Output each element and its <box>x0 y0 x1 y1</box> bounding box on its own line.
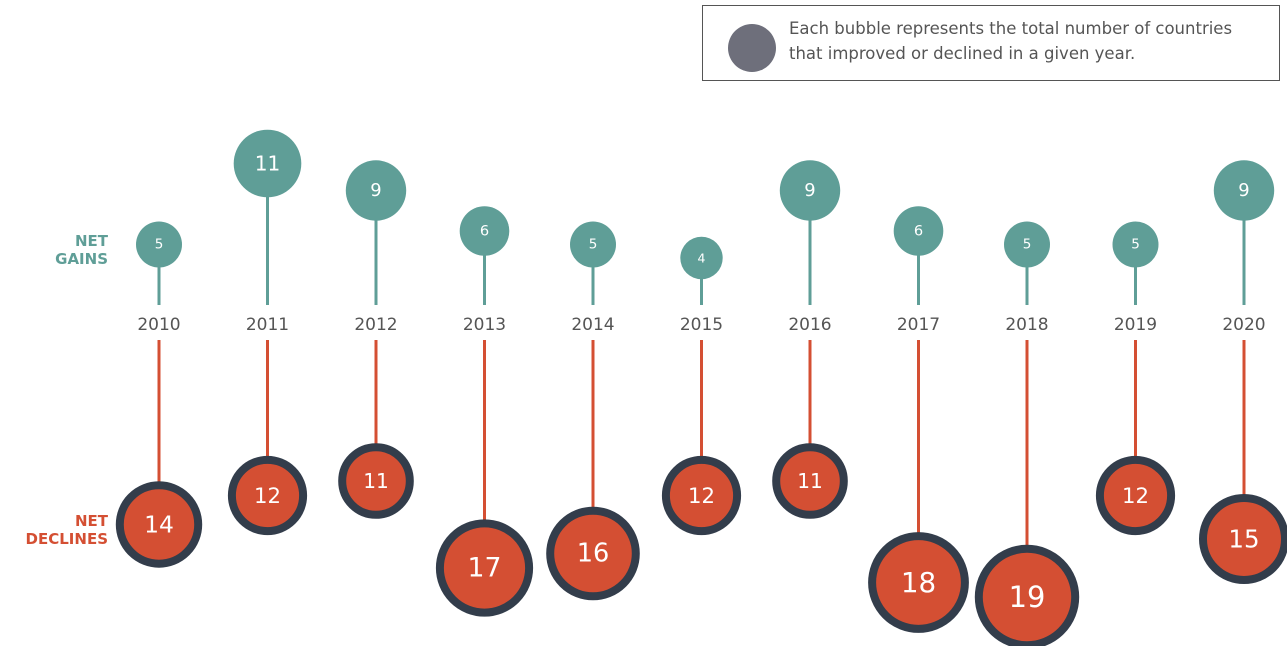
bubble <box>893 206 944 256</box>
x-tick-label: 2014 <box>571 315 614 335</box>
value-label: 14 <box>144 511 174 539</box>
value-label: 16 <box>577 539 610 569</box>
value-label: 11 <box>363 469 389 493</box>
bubble <box>227 455 308 536</box>
bubble <box>661 455 742 536</box>
bubble <box>779 160 841 221</box>
value-label: 11 <box>797 469 823 493</box>
series-label: NET DECLINES <box>25 512 108 548</box>
value-label: 9 <box>370 180 381 201</box>
bubble <box>136 221 182 268</box>
x-tick-label: 2011 <box>246 315 289 335</box>
value-label: 12 <box>254 483 281 508</box>
bubble <box>570 221 616 268</box>
bubble <box>974 544 1080 646</box>
x-tick-label: 2013 <box>463 315 506 335</box>
value-label: 15 <box>1228 525 1259 554</box>
x-tick-label: 2017 <box>897 315 940 335</box>
value-label: 4 <box>698 251 706 266</box>
value-label: 5 <box>1131 237 1140 253</box>
x-tick-label: 2010 <box>137 315 180 335</box>
value-label: 5 <box>155 237 164 253</box>
bubble <box>772 443 848 519</box>
value-label: 6 <box>480 223 489 240</box>
bubble <box>1213 160 1275 221</box>
value-label: 12 <box>1122 483 1149 508</box>
value-label: 5 <box>589 237 598 253</box>
x-tick-label: 2020 <box>1222 315 1265 335</box>
bubble <box>868 532 969 633</box>
value-label: 6 <box>914 223 923 240</box>
annotation: Each bubble represents the total number … <box>789 19 1233 63</box>
x-tick-label: 2018 <box>1005 315 1048 335</box>
value-label: 9 <box>1238 180 1249 201</box>
x-tick-label: 2012 <box>354 315 397 335</box>
bubble <box>233 129 302 198</box>
bubble <box>115 481 203 568</box>
legend-bubble <box>728 24 776 72</box>
legend-note: Each bubble represents the total number … <box>702 5 1280 81</box>
series-label: NET GAINS <box>55 232 108 268</box>
x-tick-label: 2015 <box>680 315 723 335</box>
value-label: 18 <box>901 566 936 599</box>
bubble <box>546 506 640 601</box>
bubble <box>1095 455 1176 536</box>
bubble <box>345 160 407 221</box>
value-label: 11 <box>255 152 281 176</box>
bubble <box>680 236 723 280</box>
bubble <box>338 443 414 519</box>
value-label: 19 <box>1009 580 1046 614</box>
value-label: 9 <box>804 180 815 201</box>
value-label: 5 <box>1023 237 1032 253</box>
value-label: 17 <box>468 553 502 584</box>
bubble <box>435 519 534 617</box>
x-tick-label: 2016 <box>788 315 831 335</box>
value-label: 12 <box>688 483 715 508</box>
bubble <box>459 206 510 256</box>
bubble <box>1199 494 1287 584</box>
x-tick-label: 2019 <box>1114 315 1157 335</box>
bubble <box>1004 221 1050 268</box>
bubble <box>1112 221 1159 268</box>
